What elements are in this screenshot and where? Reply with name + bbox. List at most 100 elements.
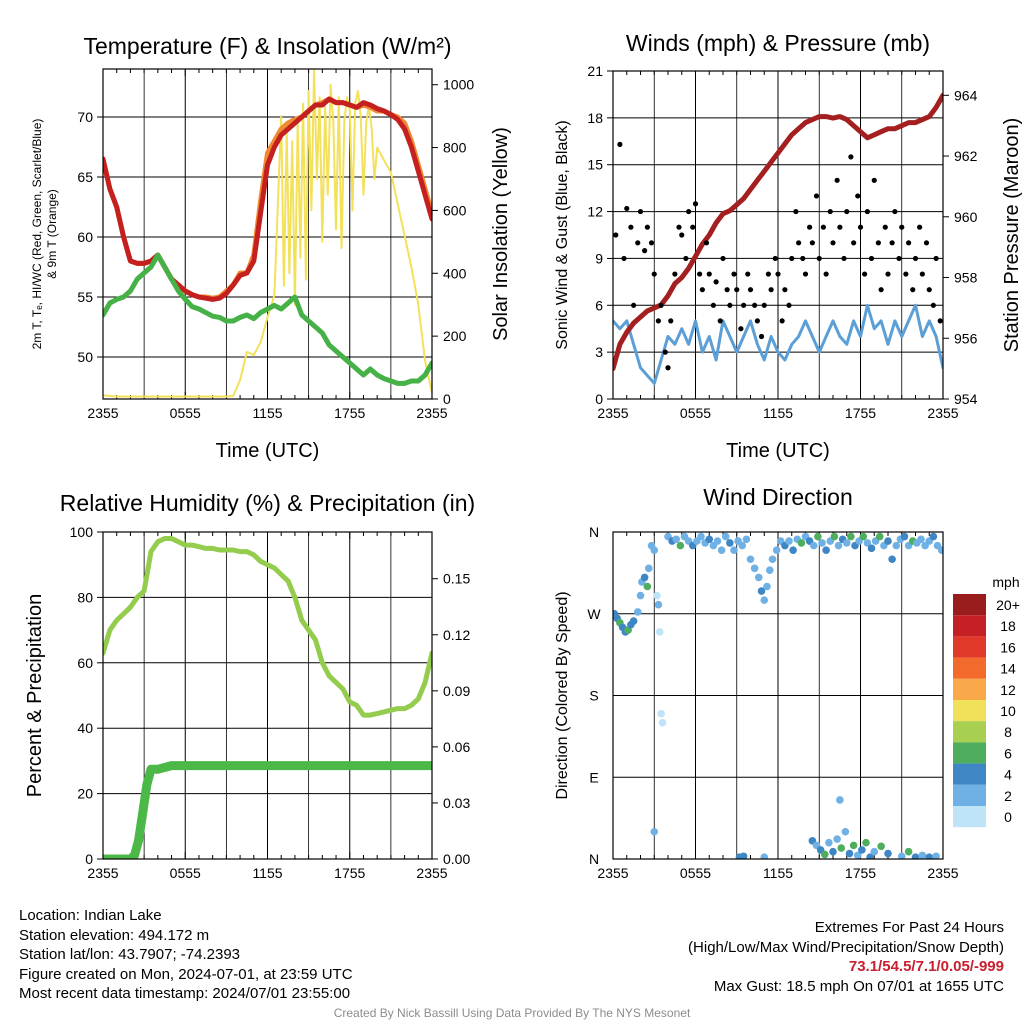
winds-gust-point bbox=[772, 255, 778, 262]
winds-gust-point bbox=[683, 255, 689, 262]
direction-point bbox=[870, 847, 879, 856]
direction-point bbox=[814, 532, 822, 541]
rh-y2-tick-label: 0.15 bbox=[443, 571, 470, 587]
winds-gust-point bbox=[848, 154, 854, 160]
credit-text: Created By Nick Bassill Using Data Provi… bbox=[333, 1006, 691, 1020]
recent-data-text: Most recent data timestamp: 2024/07/01 2… bbox=[19, 985, 351, 1002]
temp-x-axis-label: Time (UTC) bbox=[216, 440, 320, 462]
direction-point bbox=[742, 535, 751, 544]
winds-gust-point bbox=[862, 271, 868, 277]
direction-point bbox=[640, 573, 649, 582]
direction-point bbox=[757, 587, 766, 595]
winds-gust-point bbox=[697, 271, 703, 277]
direction-point bbox=[862, 838, 870, 847]
direction-point bbox=[820, 850, 829, 859]
direction-point bbox=[772, 546, 781, 554]
direction-point bbox=[929, 532, 938, 541]
winds-gust-point bbox=[834, 177, 840, 183]
direction-point bbox=[650, 546, 659, 554]
direction-point bbox=[877, 842, 885, 851]
rh-y2-tick-label: 0.12 bbox=[443, 627, 470, 643]
winds-gust-point bbox=[738, 326, 744, 332]
winds-y-tick-label: 15 bbox=[587, 157, 603, 173]
elevation-text: Station elevation: 494.172 m bbox=[19, 926, 210, 944]
winds-gust-point bbox=[617, 141, 623, 148]
legend-unit-label: mph bbox=[992, 574, 1019, 590]
winds-gust-point bbox=[648, 240, 655, 246]
temp-y2-tick-label: 400 bbox=[443, 265, 467, 281]
direction-point bbox=[833, 835, 841, 843]
direction-point bbox=[859, 532, 868, 541]
direction-point bbox=[853, 851, 862, 859]
legend-swatch bbox=[953, 784, 986, 806]
temp-y-tick-label: 70 bbox=[77, 109, 93, 125]
winds-gust-point bbox=[855, 193, 861, 199]
direction-point bbox=[721, 532, 730, 541]
direction-point bbox=[847, 532, 855, 541]
winds-gust-point bbox=[637, 208, 644, 215]
winds-gust-point bbox=[864, 208, 870, 215]
winds-gust-point bbox=[800, 255, 806, 262]
direction-x-tick-label: 1155 bbox=[763, 865, 793, 881]
temp-series-dewpoint bbox=[103, 252, 432, 386]
temp-y-tick-label: 55 bbox=[77, 289, 93, 305]
rh-series-relative-humidity bbox=[103, 536, 432, 718]
direction-point bbox=[633, 608, 642, 616]
winds-x-tick-label: 0555 bbox=[680, 405, 711, 421]
winds-gust-point bbox=[793, 208, 799, 215]
winds-gust-point bbox=[823, 271, 829, 277]
winds-gust-point bbox=[754, 318, 760, 324]
direction-point bbox=[937, 546, 943, 554]
direction-point bbox=[867, 544, 876, 553]
winds-y2-tick-label: 956 bbox=[954, 330, 978, 346]
direction-point bbox=[760, 853, 769, 859]
direction-x-tick-label: 2355 bbox=[597, 865, 628, 881]
direction-point bbox=[672, 535, 681, 544]
direction-point bbox=[785, 537, 793, 545]
direction-y-tick-label: S bbox=[589, 688, 598, 704]
rh-x-tick-label: 1755 bbox=[334, 865, 365, 881]
legend-swatch bbox=[953, 657, 986, 679]
direction-point bbox=[897, 852, 906, 859]
winds-y-axis-label: Sonic Wind & Gust (Blue, Black) bbox=[554, 120, 571, 349]
winds-gust-point bbox=[878, 287, 884, 293]
direction-point bbox=[863, 539, 872, 547]
direction-point bbox=[697, 532, 705, 541]
temp-y2-tick-label: 200 bbox=[443, 328, 467, 344]
direction-point bbox=[705, 535, 714, 544]
direction-point bbox=[750, 564, 759, 573]
extremes-title: Extremes For Past 24 Hours bbox=[814, 919, 1004, 936]
legend-label-2: 2 bbox=[1004, 788, 1012, 804]
winds-x-tick-label: 1155 bbox=[763, 405, 793, 421]
direction-y-tick-label: E bbox=[589, 769, 598, 785]
winds-gust-point bbox=[734, 287, 740, 293]
direction-point bbox=[717, 546, 726, 554]
winds-gust-point bbox=[919, 271, 925, 277]
winds-y-tick-label: 21 bbox=[587, 63, 603, 79]
winds-gust-point bbox=[624, 205, 630, 212]
winds-gust-point bbox=[741, 302, 747, 308]
legend-swatch bbox=[953, 678, 986, 700]
rh-series-precipitation bbox=[103, 761, 432, 859]
direction-point bbox=[858, 846, 866, 854]
winds-gust-point bbox=[779, 318, 785, 324]
direction-point bbox=[884, 849, 892, 858]
direction-point bbox=[925, 853, 934, 859]
rh-x-tick-label: 0555 bbox=[170, 865, 201, 881]
direction-point bbox=[888, 555, 896, 564]
direction-point bbox=[738, 541, 747, 550]
winds-y2-tick-label: 962 bbox=[954, 148, 978, 164]
legend-swatch bbox=[953, 806, 986, 828]
rh-x-tick-label: 1155 bbox=[252, 865, 282, 881]
winds-gust-point bbox=[896, 255, 902, 262]
winds-gust-point bbox=[937, 318, 943, 324]
temp-y2-tick-label: 800 bbox=[443, 140, 467, 156]
temp-x-tick-label: 1155 bbox=[252, 405, 282, 421]
winds-gust-point bbox=[710, 302, 716, 308]
direction-point bbox=[676, 541, 685, 550]
extremes-values: 73.1/54.5/7.1/0.05/-999 bbox=[848, 958, 1004, 975]
direction-point bbox=[829, 847, 837, 856]
legend-label-20plus: 20+ bbox=[996, 597, 1020, 613]
legend-label-8: 8 bbox=[1004, 724, 1012, 740]
direction-point bbox=[825, 838, 833, 847]
